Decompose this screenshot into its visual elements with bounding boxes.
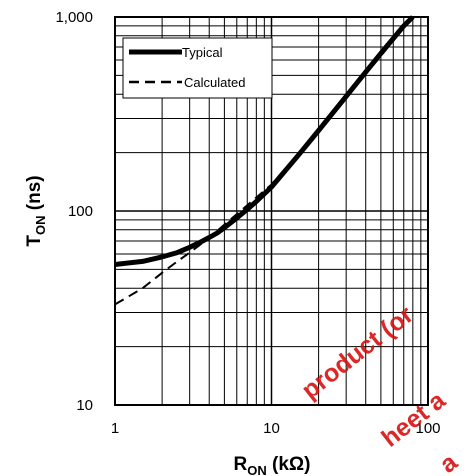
legend-label-typical: Typical [182,45,223,60]
y-axis-label: TON (ns) [24,175,48,246]
y-tick-label: 10 [76,397,93,414]
watermark-text-1: product (or [296,300,419,404]
x-tick-label: 1 [111,420,119,437]
plot-area-frame [114,16,429,406]
chart-series [114,15,415,306]
legend: Typical Calculated [122,37,273,99]
series-line-typical [114,15,415,267]
x-tick-label: 10 [263,420,280,437]
watermark-text-3: a [434,447,463,476]
x-tick-label: 100 [415,420,440,437]
axis-ticks: 1 10 100 10 100 1,000 [55,9,440,437]
legend-label-calculated: Calculated [184,75,245,90]
watermark: product (or heet a a [296,300,463,476]
legend-box [122,37,273,99]
y-tick-label: 100 [68,203,93,220]
x-axis-label: RON (kΩ) [234,454,311,476]
y-tick-label: 1,000 [55,9,93,26]
series-line-calculated [114,16,414,306]
